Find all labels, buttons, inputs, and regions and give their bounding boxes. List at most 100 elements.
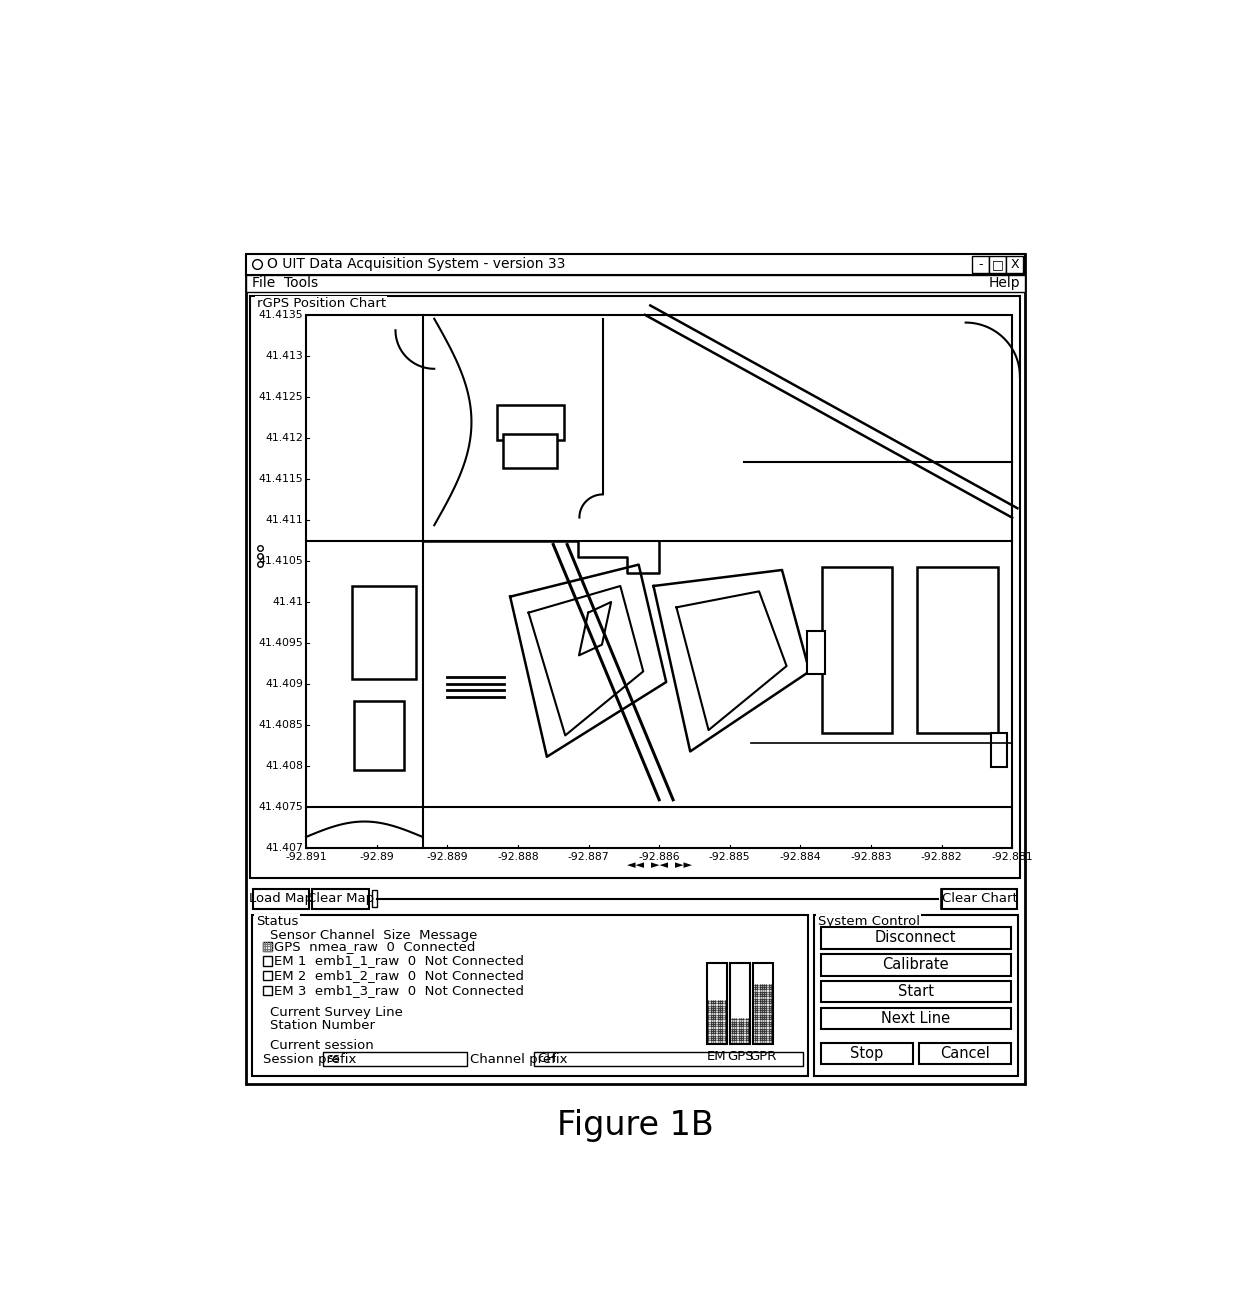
Bar [821,927,1011,948]
Bar [962,889,982,909]
Bar [306,314,1012,848]
Text: 41.409: 41.409 [265,680,303,689]
Text: 41.4125: 41.4125 [258,392,303,402]
Bar [246,275,1024,292]
Text: Sensor Channel  Size  Message: Sensor Channel Size Message [270,928,477,942]
Text: 41.413: 41.413 [265,351,303,360]
Bar [730,963,750,1044]
Text: ss: ss [326,1052,340,1065]
Text: System Control: System Control [817,915,920,928]
Text: EM 1  emb1_1_raw  0  Not Connected: EM 1 emb1_1_raw 0 Not Connected [274,955,525,968]
Bar [942,889,1017,909]
Bar [324,1052,466,1065]
Text: File  Tools: File Tools [252,276,317,291]
Bar [311,889,370,909]
Text: ◄◄  ►◄  ►►: ◄◄ ►◄ ►► [626,860,692,871]
Bar [822,567,892,732]
Text: Clear Chart: Clear Chart [941,892,1018,905]
Bar [352,586,415,680]
Bar [250,296,1021,877]
Bar [754,963,774,1044]
Text: Cancel: Cancel [940,1045,990,1061]
Bar [991,732,1007,768]
Bar [263,942,272,951]
Text: EM: EM [707,1051,727,1064]
Text: 41.4105: 41.4105 [258,556,303,567]
Text: -92.884: -92.884 [780,852,821,861]
Text: -92.881: -92.881 [991,852,1033,861]
Text: 41.41: 41.41 [272,597,303,608]
Text: GPS: GPS [727,1051,754,1064]
Text: Next Line: Next Line [882,1011,950,1026]
Text: Help: Help [988,276,1019,291]
Text: -: - [978,258,982,271]
Text: X: X [967,892,978,906]
Text: Stop: Stop [849,1045,883,1061]
Text: EM 2  emb1_2_raw  0  Not Connected: EM 2 emb1_2_raw 0 Not Connected [274,969,525,982]
Text: 41.411: 41.411 [265,515,303,525]
Text: Figure 1B: Figure 1B [557,1109,714,1143]
Bar [821,981,1011,1002]
Text: 41.4075: 41.4075 [258,802,303,813]
Text: -92.882: -92.882 [921,852,962,861]
Text: 41.4095: 41.4095 [258,638,303,648]
Text: X: X [1011,258,1019,271]
Text: -92.888: -92.888 [497,852,538,861]
Bar [246,254,1024,275]
Text: EM 3  emb1_3_raw  0  Not Connected: EM 3 emb1_3_raw 0 Not Connected [274,984,525,997]
Text: O UIT Data Acquisition System - version 33: O UIT Data Acquisition System - version … [268,258,565,271]
Text: 41.4115: 41.4115 [258,475,303,484]
Bar [813,915,1018,1077]
Text: □: □ [992,258,1003,271]
Text: Calibrate: Calibrate [883,957,949,972]
Bar [916,567,998,732]
Bar [972,255,990,274]
Bar [503,434,557,468]
Bar [534,1052,804,1065]
Text: -92.889: -92.889 [427,852,469,861]
Text: -92.885: -92.885 [709,852,750,861]
Text: 41.4135: 41.4135 [258,310,303,320]
Text: rGPS Position Chart: rGPS Position Chart [257,297,386,310]
Text: Station Number: Station Number [270,1019,376,1032]
Text: -92.89: -92.89 [360,852,394,861]
Text: 41.4085: 41.4085 [258,721,303,730]
Text: Clear Map: Clear Map [306,892,373,905]
Text: Current session: Current session [270,1039,374,1052]
Text: Channel prefix: Channel prefix [470,1053,567,1066]
Text: Current Survey Line: Current Survey Line [270,1006,403,1019]
Text: Load Map: Load Map [249,892,314,905]
Text: Start: Start [898,984,934,999]
Bar [263,956,272,965]
Text: GPS  nmea_raw  0  Connected: GPS nmea_raw 0 Connected [274,940,476,953]
Bar [372,890,377,907]
Text: GPR: GPR [750,1051,777,1064]
Bar [253,889,309,909]
Text: -92.891: -92.891 [285,852,327,861]
Text: -92.887: -92.887 [568,852,609,861]
Bar [497,405,564,441]
Bar [707,963,727,1044]
Bar [252,915,807,1077]
Text: 41.407: 41.407 [265,843,303,853]
Bar [821,1007,1011,1030]
Text: Session prefix: Session prefix [263,1053,356,1066]
Bar [990,255,1006,274]
Bar [821,953,1011,976]
Text: 41.408: 41.408 [265,761,303,772]
Bar [263,970,272,980]
Text: 41.412: 41.412 [265,433,303,443]
Bar [821,1043,913,1064]
Text: CH: CH [537,1052,557,1065]
Text: -92.886: -92.886 [639,852,680,861]
Bar [941,889,961,909]
Bar [1006,255,1023,274]
Bar [807,631,825,675]
Text: Status: Status [255,915,298,928]
Bar [919,1043,1011,1064]
Text: Disconnect: Disconnect [875,930,956,945]
Bar [355,701,404,771]
Text: -92.883: -92.883 [851,852,892,861]
Bar [246,254,1024,1084]
Bar [263,985,272,994]
